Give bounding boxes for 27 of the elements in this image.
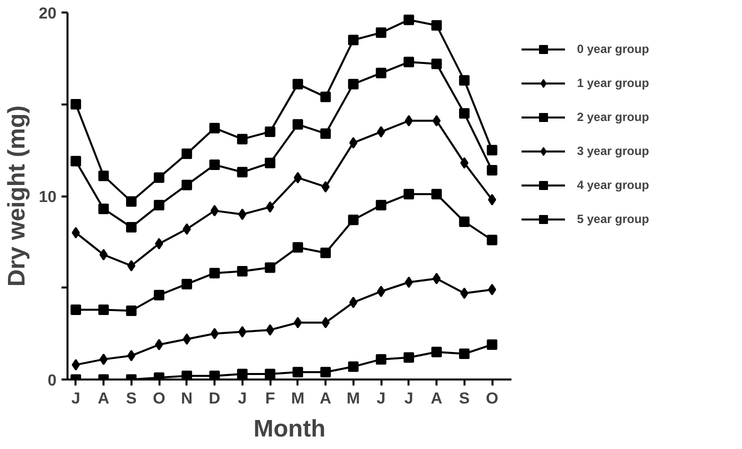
x-tick-label: J [71,390,80,408]
x-tick-label: S [126,390,137,408]
x-tick-label: F [265,390,276,408]
x-axis-title: Month [254,416,326,442]
legend-label: 2 year group [577,110,650,124]
x-tick-label: S [458,390,470,408]
x-tick-label: D [208,390,220,408]
y-axis-title: Dry weight (mg) [4,105,31,287]
y-tick-label: 20 [38,6,57,22]
y-tick-label: 10 [38,189,57,206]
x-tick-label: A [430,390,443,408]
legend-label: 4 year group [577,178,650,192]
x-tick-label: M [291,390,304,408]
legend-label: 3 year group [577,144,650,158]
x-tick-label: J [376,390,386,408]
x-tick-label: N [181,390,193,408]
x-tick-label: A [320,390,332,408]
x-tick-label: A [98,390,110,408]
legend-label: 1 year group [577,76,650,90]
x-tick-label: M [346,390,360,408]
x-tick-label: J [238,390,247,408]
y-tick-label: 0 [48,372,57,390]
legend-label: 5 year group [577,212,650,226]
x-tick-label: J [404,390,414,408]
x-tick-label: O [152,390,166,408]
x-tick-label: O [486,390,498,408]
legend-label: 0 year group [577,42,650,56]
